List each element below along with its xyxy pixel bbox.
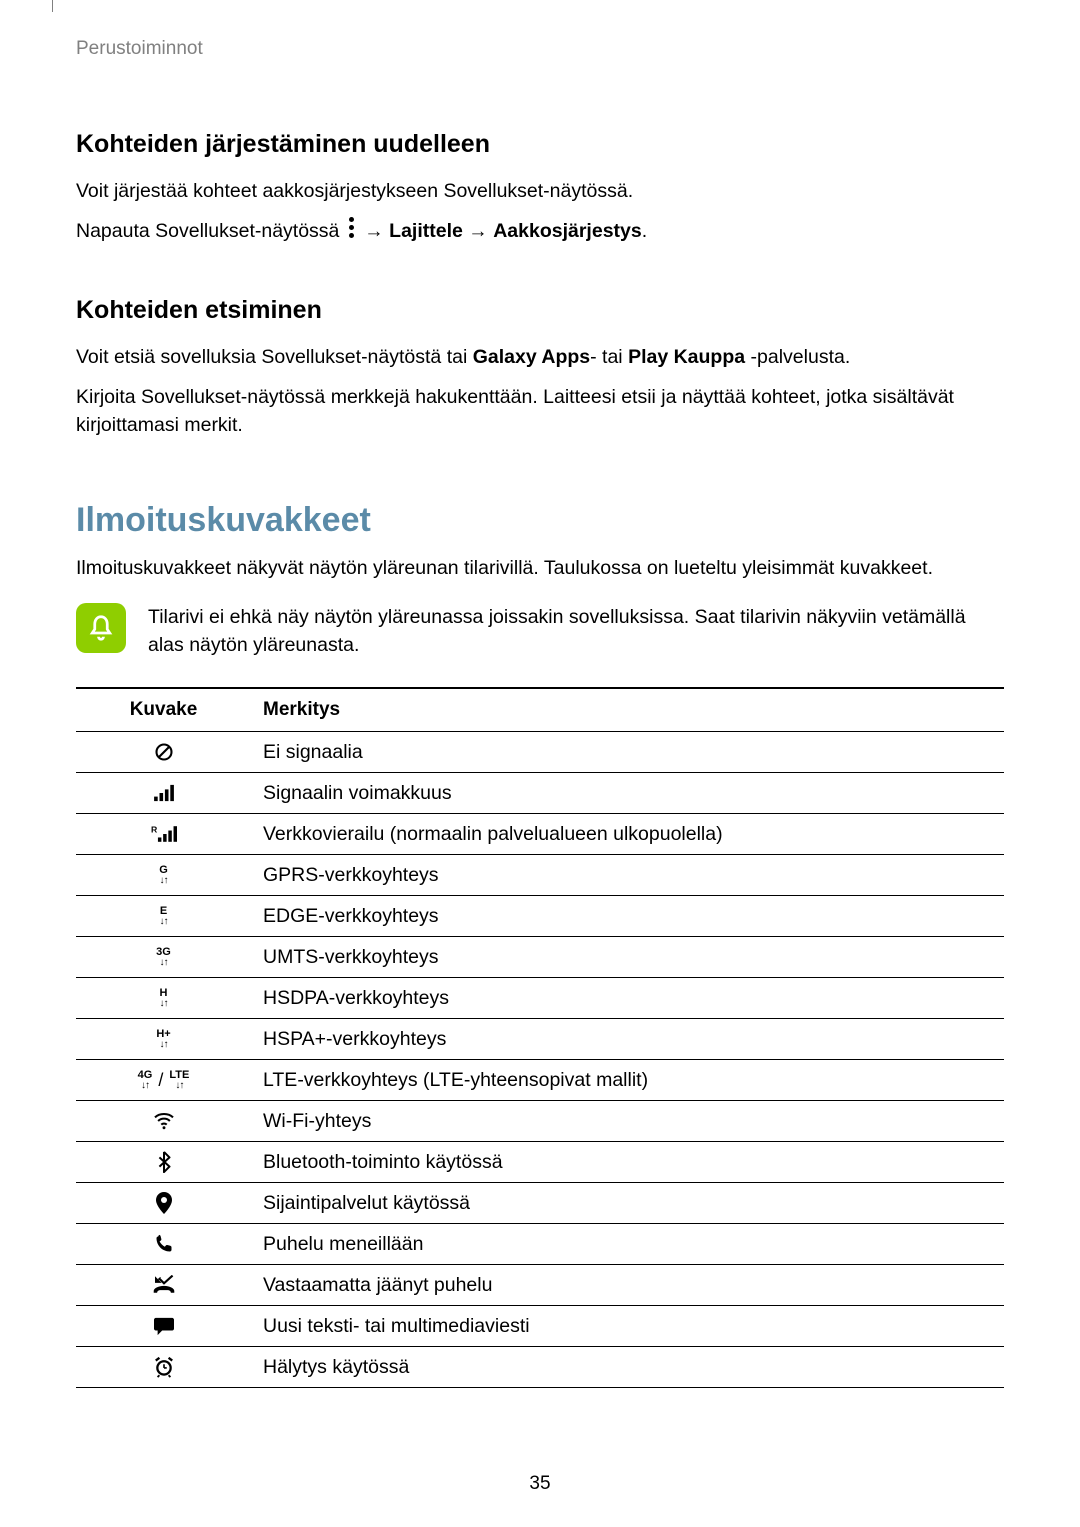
meaning-cell: Bluetooth-toiminto käytössä bbox=[251, 1142, 1004, 1183]
text-reorder-1: Voit järjestää kohteet aakkosjärjestykse… bbox=[76, 177, 1004, 205]
icon-cell bbox=[76, 732, 251, 773]
icon-cell bbox=[76, 1224, 251, 1265]
gprs-icon: G↓↑ bbox=[159, 863, 168, 887]
note-box: Tilarivi ei ehkä näy näytön yläreunassa … bbox=[76, 603, 1004, 660]
meaning-cell: GPRS-verkkoyhteys bbox=[251, 855, 1004, 896]
table-header-meaning: Merkitys bbox=[251, 688, 1004, 732]
icon-meaning-table: Kuvake Merkitys Ei signaalia Signaalin v… bbox=[76, 687, 1004, 1388]
play-store: Play Kauppa bbox=[628, 346, 745, 368]
icon-cell bbox=[76, 1183, 251, 1224]
roaming-icon: R bbox=[151, 822, 177, 846]
table-row: H+↓↑ HSPA+-verkkoyhteys bbox=[76, 1019, 1004, 1060]
hsdpa-icon: H↓↑ bbox=[160, 986, 168, 1010]
table-row: Puhelu meneillään bbox=[76, 1224, 1004, 1265]
icon-cell bbox=[76, 1306, 251, 1347]
icon-cell: H+↓↑ bbox=[76, 1019, 251, 1060]
table-row: E↓↑ EDGE-verkkoyhteys bbox=[76, 896, 1004, 937]
heading-reorder: Kohteiden järjestäminen uudelleen bbox=[76, 130, 1004, 159]
menu-alpha: Aakkosjärjestys bbox=[493, 220, 642, 242]
meaning-cell: Sijaintipalvelut käytössä bbox=[251, 1183, 1004, 1224]
meaning-cell: EDGE-verkkoyhteys bbox=[251, 896, 1004, 937]
note-text: Tilarivi ei ehkä näy näytön yläreunassa … bbox=[148, 603, 1004, 660]
meaning-cell: Verkkovierailu (normaalin palvelualueen … bbox=[251, 814, 1004, 855]
table-row: G↓↑ GPRS-verkkoyhteys bbox=[76, 855, 1004, 896]
arrow-2: → bbox=[463, 220, 493, 242]
meaning-cell: Hälytys käytössä bbox=[251, 1347, 1004, 1388]
table-row: H↓↑ HSDPA-verkkoyhteys bbox=[76, 978, 1004, 1019]
meaning-cell: Wi-Fi-yhteys bbox=[251, 1101, 1004, 1142]
table-header-icon: Kuvake bbox=[76, 688, 251, 732]
table-row: Ei signaalia bbox=[76, 732, 1004, 773]
no-signal-icon bbox=[154, 740, 174, 764]
icon-cell: E↓↑ bbox=[76, 896, 251, 937]
lte-icon: 4G↓↑ / LTE↓↑ bbox=[138, 1068, 190, 1092]
icon-cell: G↓↑ bbox=[76, 855, 251, 896]
text-fragment: Napauta Sovellukset-näytössä bbox=[76, 220, 345, 242]
meaning-cell: Puhelu meneillään bbox=[251, 1224, 1004, 1265]
alarm-icon bbox=[153, 1355, 175, 1379]
galaxy-apps: Galaxy Apps bbox=[473, 346, 590, 368]
text-fragment: -palvelusta. bbox=[745, 346, 850, 368]
icon-cell bbox=[76, 1347, 251, 1388]
icon-cell bbox=[76, 1265, 251, 1306]
umts-icon: 3G↓↑ bbox=[156, 945, 171, 969]
text-fragment-end: . bbox=[642, 220, 647, 242]
text-fragment: Voit etsiä sovelluksia Sovellukset-näytö… bbox=[76, 346, 473, 368]
icon-cell: R bbox=[76, 814, 251, 855]
meaning-cell: HSPA+-verkkoyhteys bbox=[251, 1019, 1004, 1060]
meaning-cell: Ei signaalia bbox=[251, 732, 1004, 773]
heading-notification-icons: Ilmoituskuvakkeet bbox=[76, 501, 1004, 540]
meaning-cell: LTE-verkkoyhteys (LTE-yhteensopivat mall… bbox=[251, 1060, 1004, 1101]
meaning-cell: Vastaamatta jäänyt puhelu bbox=[251, 1265, 1004, 1306]
note-bell-icon bbox=[76, 603, 126, 653]
icon-cell: 4G↓↑ / LTE↓↑ bbox=[76, 1060, 251, 1101]
icon-cell bbox=[76, 1101, 251, 1142]
icon-cell bbox=[76, 773, 251, 814]
message-icon bbox=[153, 1314, 175, 1338]
page-number: 35 bbox=[0, 1473, 1080, 1495]
meaning-cell: UMTS-verkkoyhteys bbox=[251, 937, 1004, 978]
table-row: 3G↓↑ UMTS-verkkoyhteys bbox=[76, 937, 1004, 978]
table-row: Vastaamatta jäänyt puhelu bbox=[76, 1265, 1004, 1306]
menu-sort: Lajittele bbox=[389, 220, 463, 242]
table-row: Wi-Fi-yhteys bbox=[76, 1101, 1004, 1142]
breadcrumb: Perustoiminnot bbox=[76, 38, 1004, 60]
table-row: 4G↓↑ / LTE↓↑ LTE-verkkoyhteys (LTE-yhtee… bbox=[76, 1060, 1004, 1101]
bluetooth-icon bbox=[157, 1150, 171, 1174]
meaning-cell: Signaalin voimakkuus bbox=[251, 773, 1004, 814]
meaning-cell: Uusi teksti- tai multimediaviesti bbox=[251, 1306, 1004, 1347]
icon-cell: 3G↓↑ bbox=[76, 937, 251, 978]
arrow-1: → bbox=[359, 220, 389, 242]
text-search-1: Voit etsiä sovelluksia Sovellukset-näytö… bbox=[76, 343, 1004, 371]
table-row: Uusi teksti- tai multimediaviesti bbox=[76, 1306, 1004, 1347]
missed-call-icon bbox=[152, 1273, 176, 1297]
wifi-icon bbox=[153, 1109, 175, 1133]
table-row: Signaalin voimakkuus bbox=[76, 773, 1004, 814]
table-row: R Verkkovierailu (normaalin palvelualuee… bbox=[76, 814, 1004, 855]
hspa-plus-icon: H+↓↑ bbox=[156, 1027, 170, 1051]
heading-search: Kohteiden etsiminen bbox=[76, 296, 1004, 325]
table-row: Hälytys käytössä bbox=[76, 1347, 1004, 1388]
text-fragment: - tai bbox=[590, 346, 628, 368]
text-notification-intro: Ilmoituskuvakkeet näkyvät näytön yläreun… bbox=[76, 554, 1004, 582]
table-row: Sijaintipalvelut käytössä bbox=[76, 1183, 1004, 1224]
svg-text:R: R bbox=[151, 824, 158, 834]
icon-cell: H↓↑ bbox=[76, 978, 251, 1019]
edge-icon: E↓↑ bbox=[160, 904, 168, 928]
call-icon bbox=[154, 1232, 174, 1256]
text-reorder-2: Napauta Sovellukset-näytössä → Lajittele… bbox=[76, 217, 1004, 245]
table-row: Bluetooth-toiminto käytössä bbox=[76, 1142, 1004, 1183]
signal-icon bbox=[153, 781, 175, 805]
text-search-2: Kirjoita Sovellukset-näytössä merkkejä h… bbox=[76, 383, 1004, 440]
location-icon bbox=[156, 1191, 172, 1215]
meaning-cell: HSDPA-verkkoyhteys bbox=[251, 978, 1004, 1019]
icon-cell bbox=[76, 1142, 251, 1183]
more-options-icon bbox=[349, 217, 355, 239]
